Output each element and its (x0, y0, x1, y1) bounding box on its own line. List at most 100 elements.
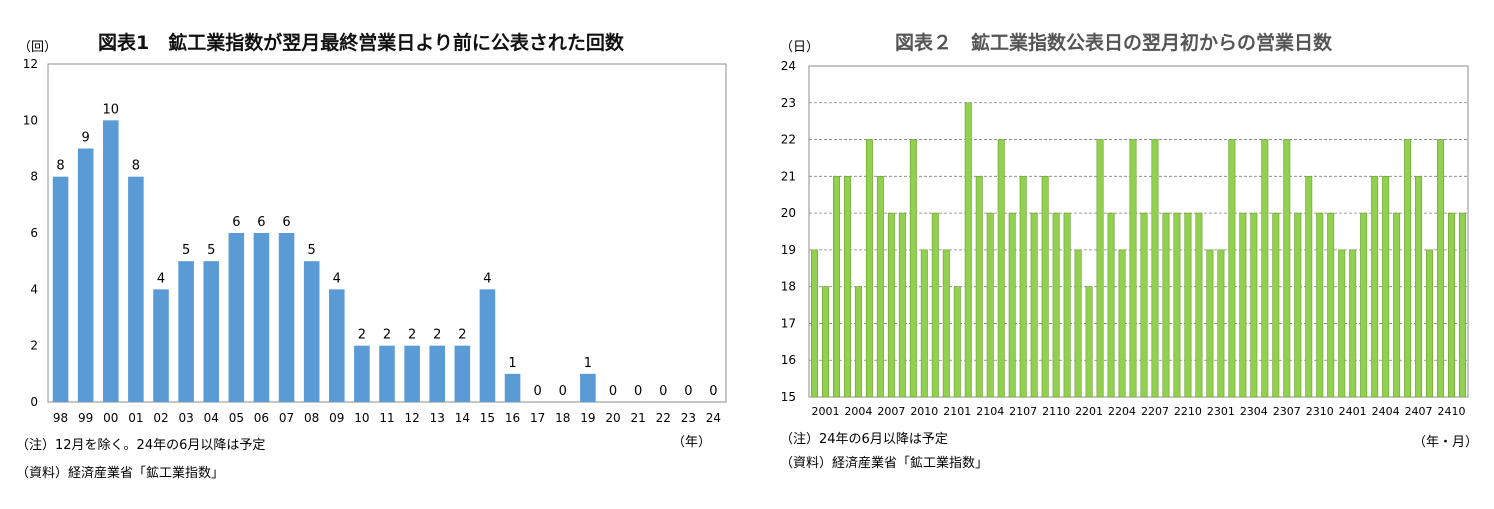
x-tick-label: 99 (78, 411, 93, 425)
y-tick-label: 18 (781, 280, 796, 294)
x-tick-label: 13 (430, 411, 445, 425)
bar (1085, 286, 1093, 398)
bar (876, 176, 884, 398)
x-tick-label: 19 (580, 411, 595, 425)
bar (1096, 139, 1104, 398)
bar (1360, 212, 1368, 398)
chart-1-y-unit: （回） (18, 40, 58, 55)
bar (821, 286, 829, 398)
chart-1-note: （注）12月を除く。24年の6月以降は予定 (16, 438, 266, 453)
bar (504, 373, 521, 402)
x-tick-label: 07 (279, 411, 294, 425)
y-tick-label: 20 (781, 206, 796, 220)
x-tick-label: 16 (505, 411, 520, 425)
bar (580, 373, 596, 402)
bar (898, 212, 906, 398)
data-label: 6 (282, 215, 290, 230)
x-tick-label: 21 (630, 411, 645, 425)
chart-1-source: （資料）経済産業省「鉱工業指数」 (16, 466, 225, 481)
bar (997, 139, 1005, 398)
bar (328, 289, 345, 402)
y-tick-label: 24 (781, 59, 796, 73)
bar (429, 345, 446, 402)
bar (1349, 249, 1357, 398)
bar (854, 286, 862, 398)
bar (1239, 212, 1247, 398)
bar (1019, 176, 1027, 398)
bar (1140, 212, 1148, 398)
data-label: 0 (609, 384, 617, 399)
bar (1283, 139, 1291, 398)
bar (942, 249, 950, 398)
bar (953, 286, 961, 398)
data-label: 5 (182, 243, 190, 258)
bar (203, 261, 220, 402)
bar (1305, 176, 1313, 398)
x-tick-label: 2307 (1273, 405, 1301, 418)
x-tick-label: 05 (229, 411, 244, 425)
x-tick-label: 12 (404, 411, 419, 425)
data-label: 9 (82, 131, 90, 146)
data-label: 0 (684, 384, 692, 399)
y-tick-label: 0 (30, 395, 38, 409)
data-label: 2 (433, 328, 441, 343)
bar (1063, 212, 1071, 398)
data-label: 4 (157, 271, 165, 286)
chart-2-title: 図表２ 鉱工業指数公表日の翌月初からの営業日数 (895, 32, 1333, 54)
x-tick-label: 2007 (877, 405, 905, 418)
bar (1217, 249, 1225, 398)
x-tick-label: 15 (480, 411, 495, 425)
x-tick-label: 02 (153, 411, 168, 425)
data-label: 5 (308, 243, 316, 258)
data-label: 10 (103, 102, 120, 117)
x-tick-label: 2001 (811, 405, 839, 418)
chart-1-svg: 0246810128989991000801402503504605606607… (23, 57, 727, 425)
bar (1448, 212, 1456, 398)
x-tick-label: 2310 (1306, 405, 1334, 418)
x-tick-label: 2407 (1405, 405, 1433, 418)
x-tick-label: 2010 (910, 405, 938, 418)
bar (1426, 249, 1434, 398)
x-tick-label: 2201 (1075, 405, 1103, 418)
x-tick-label: 01 (128, 411, 143, 425)
plot-area-frame (808, 65, 1469, 398)
bar (1294, 212, 1302, 398)
bar (153, 289, 169, 402)
bar (1382, 176, 1390, 398)
bar (479, 289, 496, 402)
data-label: 0 (534, 384, 542, 399)
bar (887, 212, 895, 398)
x-tick-label: 17 (530, 411, 545, 425)
bar (811, 249, 818, 398)
bar (1129, 139, 1137, 398)
y-tick-label: 8 (30, 170, 38, 184)
bar (1437, 139, 1445, 398)
x-tick-label: 20 (605, 411, 620, 425)
data-label: 0 (709, 384, 717, 399)
bar (1195, 212, 1203, 398)
bar (454, 345, 471, 402)
bar (128, 176, 144, 402)
bar (1393, 212, 1401, 398)
chart-2-x-unit: （年・月） (1413, 435, 1479, 450)
bar (975, 176, 983, 398)
bar (986, 212, 994, 398)
y-tick-label: 12 (23, 57, 38, 71)
data-label: 1 (508, 356, 516, 371)
bar (77, 148, 94, 402)
bar (1173, 212, 1181, 398)
x-tick-label: 03 (178, 411, 193, 425)
bar (1415, 176, 1423, 398)
bar (964, 102, 972, 398)
y-tick-label: 6 (30, 226, 38, 240)
bar (1272, 212, 1280, 398)
x-tick-label: 00 (103, 411, 118, 425)
y-tick-label: 4 (30, 282, 38, 296)
bar (1151, 139, 1159, 398)
x-tick-label: 23 (681, 411, 696, 425)
bar (1371, 176, 1379, 398)
data-label: 2 (358, 328, 366, 343)
x-tick-label: 2304 (1240, 405, 1268, 418)
chart-1-title: 図表1 鉱工業指数が翌月最終営業日より前に公表された回数 (98, 32, 624, 54)
y-tick-label: 17 (781, 316, 796, 330)
